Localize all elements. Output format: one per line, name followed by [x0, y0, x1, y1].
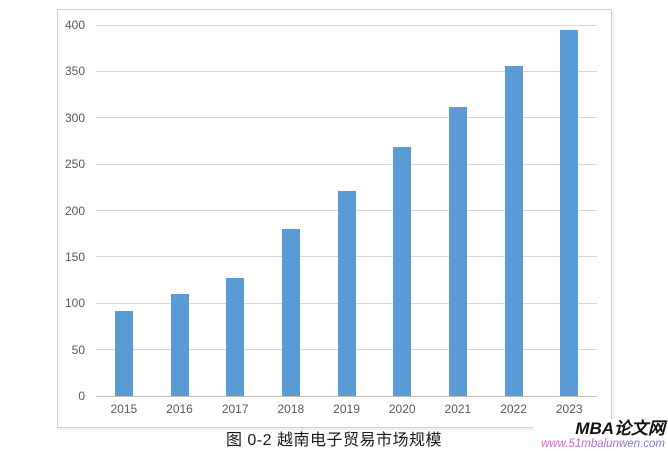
bar-2020 [393, 147, 412, 396]
y-axis: 0 50 100 150 200 250 300 350 400 [0, 18, 85, 403]
gridline-250 [96, 163, 597, 165]
watermark: MBA论文网 www.51mbalunwen.com [532, 419, 667, 451]
y-tick-label-150: 150 [64, 249, 85, 264]
watermark-site-name: MBA论文网 [575, 419, 665, 438]
x-tick-label-2022: 2022 [500, 402, 527, 416]
plot-area [96, 24, 597, 397]
bar-2015 [114, 310, 133, 396]
gridline-400 [96, 24, 597, 26]
chart-caption: 图 0-2 越南电子贸易市场规模 [225, 432, 443, 449]
x-tick-label-2020: 2020 [388, 402, 416, 416]
x-tick-label-2015: 2015 [110, 402, 138, 416]
x-tick-label-2016: 2016 [166, 402, 193, 416]
y-tick-label-0: 0 [78, 389, 85, 403]
x-axis: 2015 2016 2017 2018 2019 2020 2021 2022 2023 [96, 402, 597, 416]
y-tick-label-250: 250 [64, 157, 85, 172]
y-tick-label-350: 350 [64, 64, 85, 79]
bar-2018 [281, 229, 300, 396]
y-tick-label-100: 100 [64, 296, 85, 311]
x-tick-label-2017: 2017 [221, 402, 249, 416]
watermark-url: www.51mbalunwen.com [540, 438, 665, 450]
gridline-350 [96, 70, 597, 72]
y-tick-label-200: 200 [64, 203, 85, 218]
x-tick-label-2021: 2021 [444, 402, 472, 416]
bar-2019 [337, 191, 356, 396]
x-tick-label-2018: 2018 [277, 402, 305, 416]
y-tick-label-300: 300 [64, 110, 85, 125]
bar-2022 [504, 65, 523, 396]
bar-2021 [448, 106, 467, 396]
x-tick-label-2023: 2023 [555, 402, 583, 416]
gridline-0 [96, 395, 597, 397]
bar-2017 [226, 278, 245, 396]
x-tick-label-2019: 2019 [333, 402, 360, 416]
gridline-300 [96, 117, 597, 119]
bar-2016 [170, 294, 189, 396]
bar-2023 [560, 29, 579, 396]
y-tick-label-400: 400 [64, 18, 85, 32]
y-tick-label-50: 50 [71, 342, 85, 357]
